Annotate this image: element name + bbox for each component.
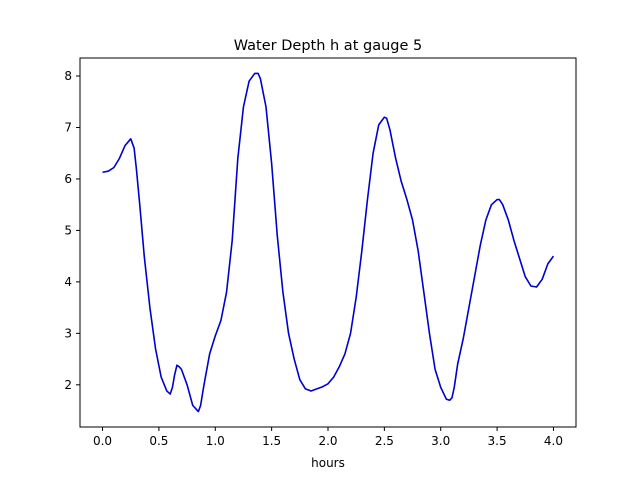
y-tick-label: 3 xyxy=(64,326,72,340)
x-axis-label: hours xyxy=(311,456,345,470)
y-tick-label: 4 xyxy=(64,275,72,289)
x-tick-label: 2.5 xyxy=(375,434,394,448)
series-layer xyxy=(102,72,555,413)
y-tick-label: 8 xyxy=(64,69,72,83)
x-tick-label: 4.0 xyxy=(544,434,563,448)
x-axis: 0.0 0.5 1.0 1.5 2.0 2.5 3.0 3.5 4.0 xyxy=(93,427,563,448)
x-tick-label: 1.5 xyxy=(262,434,281,448)
y-axis: 2 3 4 5 6 7 8 xyxy=(64,69,80,392)
plot-area xyxy=(79,57,577,428)
x-tick-label: 3.0 xyxy=(431,434,450,448)
y-tick-label: 6 xyxy=(64,172,72,186)
x-tick-label: 2.0 xyxy=(318,434,337,448)
x-tick-label: 0.0 xyxy=(93,434,112,448)
y-tick-label: 2 xyxy=(64,378,72,392)
x-tick-label: 1.0 xyxy=(206,434,225,448)
x-tick-label: 0.5 xyxy=(149,434,168,448)
y-tick-label: 5 xyxy=(64,223,72,237)
y-tick-label: 7 xyxy=(64,120,72,134)
x-tick-label: 3.5 xyxy=(488,434,507,448)
chart-title: Water Depth h at gauge 5 xyxy=(234,38,422,54)
series-line-0 xyxy=(102,72,555,413)
